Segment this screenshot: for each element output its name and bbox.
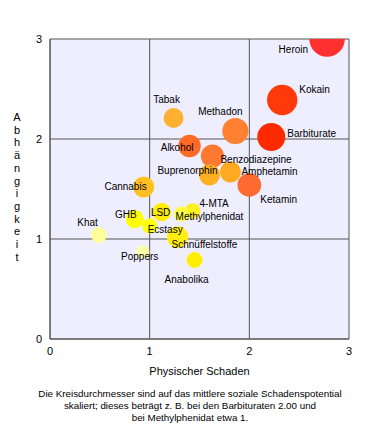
svg-text:Heroin: Heroin: [279, 44, 308, 55]
html-text:t: t: [15, 250, 19, 263]
svg-text:2: 2: [246, 345, 252, 357]
html-text:b: b: [13, 123, 21, 136]
svg-text:Kokain: Kokain: [299, 84, 330, 95]
svg-text:0: 0: [47, 345, 53, 357]
svg-text:1: 1: [147, 345, 153, 357]
svg-text:Buprenorphin: Buprenorphin: [157, 165, 217, 176]
html-text:Die Kreisdurchmesser sind auf: Die Kreisdurchmesser sind auf das mittle…: [38, 388, 342, 399]
svg-text:Amphetamin: Amphetamin: [241, 166, 297, 177]
svg-text:Schnüffelstoffe: Schnüffelstoffe: [172, 239, 238, 250]
svg-text:Barbiturate: Barbiturate: [287, 128, 336, 139]
svg-text:Physischer Schaden: Physischer Schaden: [149, 365, 249, 377]
html-text:i: i: [15, 238, 19, 250]
svg-text:Ecstasy: Ecstasy: [148, 224, 183, 235]
svg-text:Khat: Khat: [77, 217, 98, 228]
html-text:e: e: [13, 225, 21, 238]
html-text:g: g: [13, 199, 21, 212]
svg-text:Poppers: Poppers: [121, 251, 158, 262]
html-text:ä: ä: [13, 149, 21, 162]
svg-text:Methadon: Methadon: [198, 106, 242, 117]
svg-text:1: 1: [36, 233, 42, 245]
html-text:i: i: [15, 187, 19, 200]
svg-text:Tabak: Tabak: [153, 94, 181, 105]
html-text:A: A: [13, 111, 21, 123]
html-text:skaliert; dieses beträgt z. B.: skaliert; dieses beträgt z. B. bei den B…: [63, 400, 317, 411]
svg-text:Alkohol: Alkohol: [161, 142, 194, 153]
svg-text:Ketamin: Ketamin: [260, 194, 297, 205]
html-text:g: g: [13, 174, 21, 187]
svg-text:2: 2: [36, 133, 42, 145]
svg-text:Benzodiazepine: Benzodiazepine: [220, 154, 292, 165]
svg-text:GHB: GHB: [115, 209, 137, 220]
svg-text:3: 3: [346, 345, 352, 357]
html-text:bei Methylphenidat etwa 1.: bei Methylphenidat etwa 1.: [131, 412, 249, 423]
svg-text:3: 3: [36, 33, 42, 45]
html-text:h: h: [13, 136, 21, 149]
svg-text:Cannabis: Cannabis: [104, 181, 146, 192]
svg-text:LSD: LSD: [151, 207, 170, 218]
svg-text:0: 0: [36, 333, 42, 345]
html-text:k: k: [14, 212, 20, 225]
svg-text:4-MTA: 4-MTA: [200, 198, 230, 209]
html-text:n: n: [13, 161, 21, 174]
svg-text:Methylphenidat: Methylphenidat: [176, 211, 244, 222]
svg-text:Anabolika: Anabolika: [165, 274, 209, 285]
